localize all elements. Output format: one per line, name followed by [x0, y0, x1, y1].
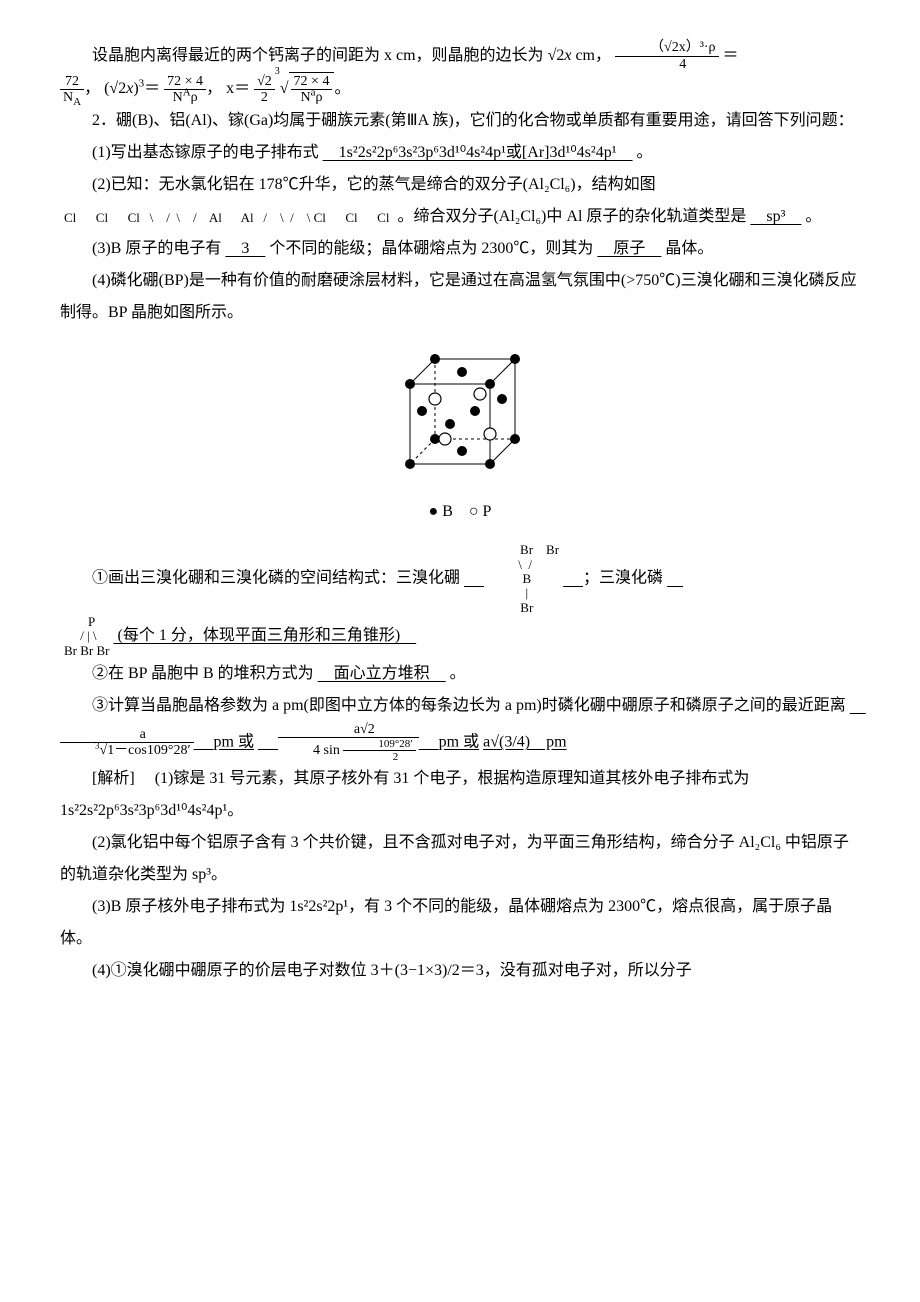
q2-3: (3)B 原子的电子有 3 个不同的能级；晶体硼熔点为 2300℃，则其为 原子… — [60, 233, 860, 265]
q2-1-text: (1)写出基态镓原子的电子排布式 — [92, 144, 319, 161]
explain-1-text: (1)镓是 31 号元素，其原子核外有 31 个电子，根据构造原理知道其核外电子… — [60, 770, 749, 819]
legend-b: ● B — [429, 503, 453, 520]
eq3-left-den-sub: A — [183, 86, 191, 98]
q2-2-structure-line: Cl Cl Cl \ / \ / Al Al / \ / \ Cl Cl Cl … — [60, 201, 860, 233]
q2-4-1-cont: P / | \ Br Br Br (每个 1 分，体现平面三角形和三角锥形) — [60, 615, 860, 658]
q2-3c: 晶体。 — [665, 240, 713, 257]
q2-2b: 。缔合双分子(Al₂Cl₆)中 Al 原子的杂化轨道类型是 — [397, 208, 746, 225]
q2-1-answer: 1s²2s²2p⁶3s²3p⁶3d¹⁰4s²4p¹或[Ar]3d¹⁰4s²4p¹ — [323, 144, 633, 161]
q2-4-1: ①画出三溴化硼和三溴化磷的空间结构式：三溴化硼 Br Br \ / B | Br… — [60, 543, 860, 614]
ans3-c: a√(3/4) pm — [483, 733, 566, 750]
eq1-den: 4 — [615, 57, 719, 72]
intro-tail: cm， — [575, 47, 611, 64]
q2-4: (4)磷化硼(BP)是一种有价值的耐磨硬涂层材料，它是通过在高温氢气氛围中(>7… — [60, 265, 860, 329]
bp-cell-figure: ● B ○ P — [60, 344, 860, 528]
eq3-left-fraction: 72 × 4 NAρ — [164, 74, 206, 106]
q2-4-1c: (每个 1 分，体现平面三角形和三角锥形) — [118, 627, 401, 644]
ans3-unit1: pm 或 — [214, 733, 254, 750]
q2-4-3a: ③计算当晶胞晶格参数为 a pm(即图中立方体的每条边长为 a pm)时磷化硼中… — [92, 697, 846, 714]
eq3-root-frac: 72 × 4 Naρ — [291, 74, 333, 106]
ans3-b-frac: a√2 4 sin 109°28′ 2 — [278, 722, 419, 764]
pbr3-answer — [667, 570, 683, 587]
equation-line: 72 NA ， (√2x)3＝ 72 × 4 NAρ ， x＝ √2 2 3√ … — [60, 72, 860, 105]
explain-1: [解析] (1)镓是 31 号元素，其原子核外有 31 个电子，根据构造原理知道… — [60, 763, 860, 827]
root-index: 3 — [275, 66, 280, 77]
q2-3a: (3)B 原子的电子有 — [92, 240, 221, 257]
q2-2-tail: 。 — [805, 208, 821, 225]
q2-1: (1)写出基态镓原子的电子排布式 1s²2s²2p⁶3s²3p⁶3d¹⁰4s²4… — [60, 137, 860, 169]
q2-3-ans2: 原子 — [597, 240, 661, 257]
ans3-a-num: a — [60, 727, 194, 743]
ans3-b-den-top: 4 sin — [313, 743, 340, 758]
eq2-fraction: 72 NA — [60, 74, 84, 106]
eq3-coef-den: 2 — [254, 90, 275, 105]
ans3-b-den-frac-num: 109°28′ — [343, 738, 415, 751]
explain-4: (4)①溴化硼中硼原子的价层电子对数位 3＋(3−1×3)/2＝3，没有孤对电子… — [60, 955, 860, 987]
q2-4-1b: ；三溴化磷 — [583, 570, 663, 587]
ans3-b-num: a√2 — [278, 722, 419, 738]
eq3-coef-num: √2 — [254, 74, 275, 90]
explain-2: (2)氯化铝中每个铝原子含有 3 个共价键，且不含孤对电子对，为平面三角形结构，… — [60, 827, 860, 891]
bbr3-structure: Br Br \ / B | Br — [488, 543, 559, 614]
q2-3-ans1: 3 — [225, 240, 265, 257]
eq3-root-den-tail: ρ — [316, 90, 323, 105]
q2: 2．硼(B)、铝(Al)、镓(Ga)均属于硼族元素(第ⅢA 族)，它们的化合物或… — [60, 105, 860, 137]
q2-2-answer: sp³ — [750, 208, 801, 225]
ans3-b-den-frac-den: 2 — [343, 751, 415, 763]
q2-4-2-answer: 面心立方堆积 — [318, 665, 446, 682]
intro-paragraph: 设晶胞内离得最近的两个钙离子的间距为 x cm，则晶胞的边长为 √2x cm， … — [60, 40, 860, 72]
eq3-left-den-tail: ρ — [191, 90, 198, 105]
pbr3-answer-2: P / | \ Br Br Br (每个 1 分，体现平面三角形和三角锥形) — [60, 627, 416, 644]
eq3-coef: √2 2 — [254, 74, 275, 106]
explain-title: [解析] — [92, 770, 135, 787]
eq2-den-sub: A — [73, 96, 81, 108]
eq2-num: 72 — [60, 74, 84, 90]
q2-1-tail: 。 — [637, 144, 653, 161]
eq2-den: N — [63, 90, 73, 105]
eq1-num: （√2x）³·ρ — [615, 40, 719, 56]
ans3-unit2: pm 或 — [439, 733, 479, 750]
q2-4-1a: ①画出三溴化硼和三溴化磷的空间结构式：三溴化硼 — [92, 570, 460, 587]
q2-4-2a: ②在 BP 晶胞中 B 的堆积方式为 — [92, 665, 314, 682]
ans3-a-den: 1－cos109°28′ — [107, 742, 190, 758]
ans3-b: a√2 4 sin 109°28′ 2 — [258, 733, 439, 750]
eq3-left-den: N — [173, 90, 183, 105]
bbr3-answer: Br Br \ / B | Br — [464, 570, 583, 587]
q2-4-2: ②在 BP 晶胞中 B 的堆积方式为 面心立方堆积 。 — [60, 658, 860, 690]
al2cl6-structure: Cl Cl Cl \ / \ / Al Al / \ / \ Cl Cl Cl — [64, 211, 389, 225]
q2-4-3: ③计算当晶胞晶格参数为 a pm(即图中立方体的每条边长为 a pm)时磷化硼中… — [60, 690, 860, 764]
explain-3: (3)B 原子核外电子排布式为 1s²2s²2p¹，有 3 个不同的能级，晶体硼… — [60, 891, 860, 955]
bp-cube-svg — [390, 344, 530, 484]
eq3-root-den: N — [300, 90, 310, 105]
ans3-a-frac: a 3√1－cos109°28′ — [60, 727, 194, 759]
bp-legend: ● B ○ P — [60, 496, 860, 528]
q2-3b: 个不同的能级；晶体硼熔点为 2300℃，则其为 — [269, 240, 593, 257]
intro-text: 设晶胞内离得最近的两个钙离子的间距为 x cm，则晶胞的边长为 — [92, 47, 548, 64]
q2-2a: (2)已知：无水氯化铝在 178℃升华，它的蒸气是缔合的双分子(Al₂Cl₆)，… — [60, 169, 860, 201]
q2-4-2b: 。 — [450, 665, 466, 682]
eq1-fraction: （√2x）³·ρ 4 — [615, 40, 719, 72]
pbr3-structure: P / | \ Br Br Br — [64, 615, 110, 658]
legend-p: ○ P — [469, 503, 492, 520]
